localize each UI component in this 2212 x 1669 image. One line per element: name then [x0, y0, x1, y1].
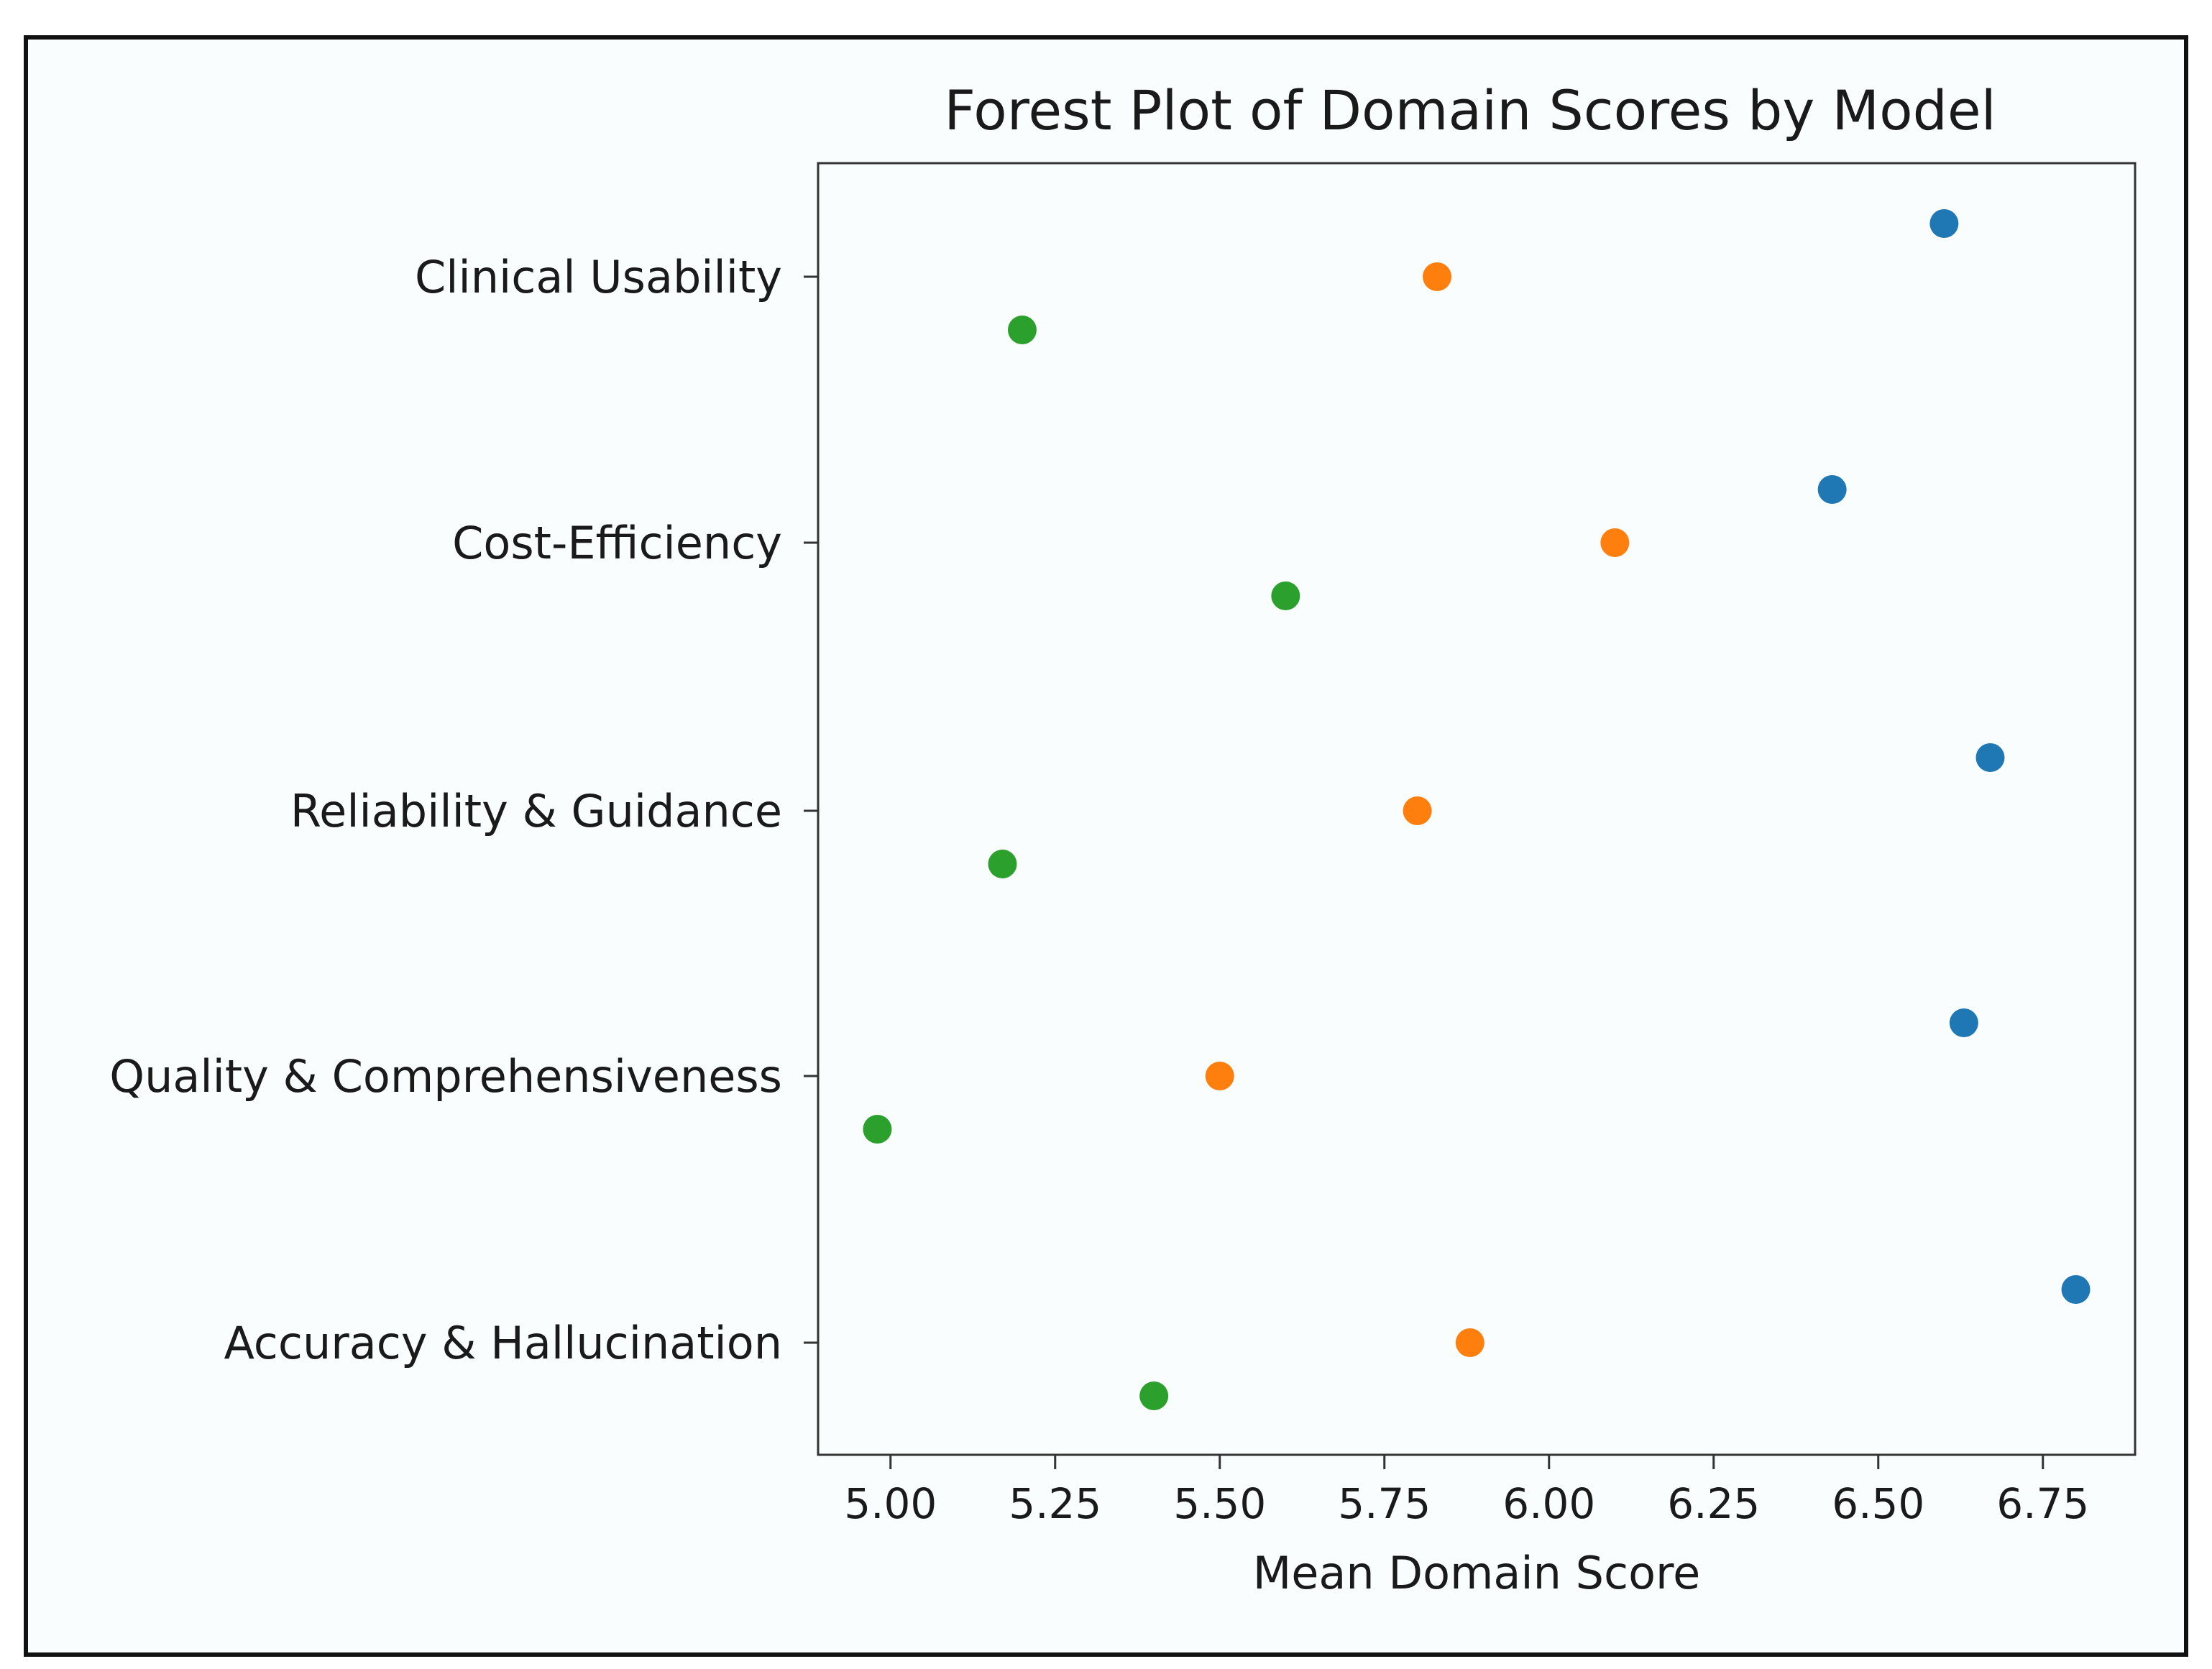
x-tick-label: 6.50 [1832, 1479, 1924, 1528]
point-series1-reliability-and-guidance [1975, 743, 2005, 772]
plot-area [817, 162, 2137, 1456]
point-series1-cost-efficiency [1817, 475, 1847, 504]
point-series2-clinical-usability [1423, 262, 1452, 291]
point-series3-cost-efficiency [1271, 581, 1300, 610]
point-series2-accuracy-and-hallucination [1455, 1328, 1484, 1357]
y-tick-label: Quality & Comprehensiveness [109, 1050, 782, 1103]
y-tick-label: Cost-Efficiency [452, 517, 782, 569]
point-series1-clinical-usability [1929, 209, 1959, 238]
point-series3-quality-and-comprehensiveness [863, 1115, 892, 1144]
point-series2-reliability-and-guidance [1403, 796, 1432, 825]
x-tick-label: 5.00 [844, 1479, 937, 1528]
x-tick-label: 5.25 [1009, 1479, 1101, 1528]
y-tick-label: Reliability & Guidance [290, 785, 782, 837]
point-series3-accuracy-and-hallucination [1139, 1381, 1169, 1410]
point-series1-quality-and-comprehensiveness [1949, 1008, 1978, 1037]
y-tick-label: Clinical Usability [415, 251, 782, 303]
point-series3-clinical-usability [1007, 316, 1037, 344]
x-tick-label: 5.50 [1173, 1479, 1266, 1528]
figure-frame [24, 35, 2188, 1657]
x-axis: 5.00 5.25 5.50 5.75 6.00 6.25 6.50 6.75 [844, 1455, 2089, 1528]
y-tick-label: Accuracy & Hallucination [224, 1317, 782, 1369]
chart-title: Forest Plot of Domain Scores by Model [944, 78, 1996, 142]
x-tick-label: 6.75 [1996, 1479, 2089, 1528]
point-series2-cost-efficiency [1600, 528, 1630, 557]
x-tick-label: 5.75 [1338, 1479, 1431, 1528]
data-points [863, 209, 2091, 1410]
x-axis-label: Mean Domain Score [1253, 1547, 1701, 1599]
y-axis: Clinical Usability Cost-Efficiency Reliabi… [109, 251, 818, 1369]
point-series3-reliability-and-guidance [988, 850, 1017, 878]
point-series1-accuracy-and-hallucination [2061, 1275, 2091, 1304]
x-tick-label: 6.25 [1667, 1479, 1760, 1528]
x-tick-label: 6.00 [1502, 1479, 1595, 1528]
point-series2-quality-and-comprehensiveness [1205, 1062, 1234, 1090]
